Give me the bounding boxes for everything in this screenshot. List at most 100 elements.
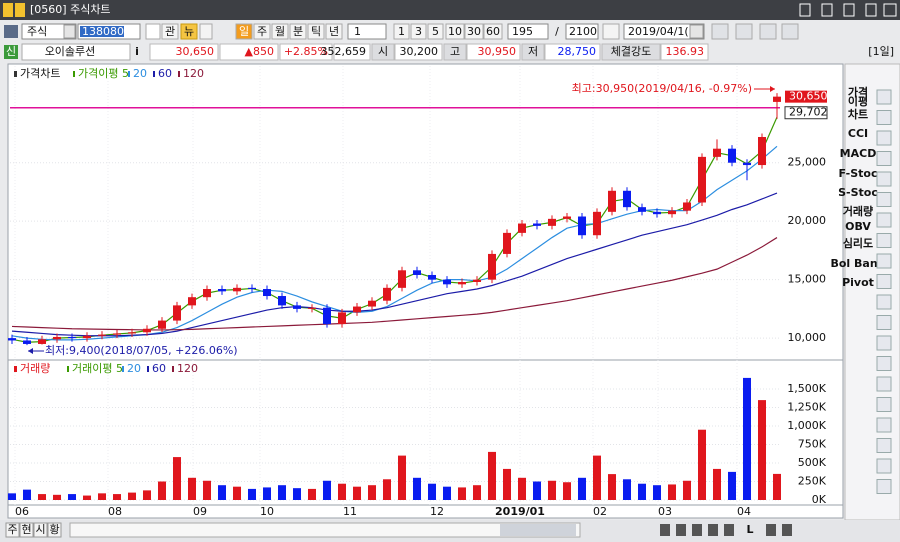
- window-button[interactable]: [799, 3, 811, 17]
- interval-label: 5: [432, 25, 439, 38]
- legend-marker: [172, 366, 174, 372]
- volume-bar: [293, 488, 301, 500]
- window-button[interactable]: [843, 3, 855, 17]
- tool-icon: [781, 23, 799, 40]
- zoom-button[interactable]: [782, 524, 792, 536]
- volume-bar: [488, 451, 496, 500]
- period-button: [307, 23, 325, 40]
- candle-body: [353, 306, 361, 313]
- field-cell: [660, 43, 709, 61]
- field-cell: [544, 43, 601, 61]
- arrow-head: [770, 86, 775, 92]
- interval-button: [483, 23, 503, 40]
- separator: /: [555, 25, 559, 38]
- candle-body: [308, 307, 316, 309]
- field-label: 시: [378, 45, 388, 58]
- low-annotation: 최저:9,400(2018/07/05, +226.06%): [45, 344, 238, 357]
- period-button: [325, 23, 343, 40]
- volume-bar: [563, 482, 571, 500]
- zoom-button[interactable]: [660, 524, 670, 536]
- tab: [33, 522, 48, 538]
- indicator-button: 가격: [848, 85, 868, 99]
- zoom-button[interactable]: [692, 524, 702, 536]
- scroll-thumb[interactable]: [500, 524, 576, 536]
- volume-bar: [113, 494, 121, 500]
- zoom-button[interactable]: [676, 524, 686, 536]
- button-label: 관: [165, 25, 175, 38]
- legend-title: 거래량: [20, 362, 50, 375]
- volume-bar: [23, 489, 31, 500]
- total-input: 2100: [569, 25, 597, 38]
- field-value: 136.93: [666, 45, 705, 58]
- window-button[interactable]: [865, 3, 877, 17]
- period-label: 주: [257, 25, 267, 38]
- volume-bar: [53, 494, 61, 500]
- candle-body: [503, 232, 511, 254]
- volume-bar: [503, 468, 511, 500]
- candle-body: [533, 223, 541, 226]
- period-tag: [1일]: [868, 44, 894, 58]
- candle-body: [518, 223, 526, 233]
- draw-tool: [876, 192, 892, 207]
- window-button[interactable]: [821, 3, 833, 17]
- volume-bar: [383, 479, 391, 500]
- scrollbar[interactable]: [69, 522, 581, 538]
- volume-bar: [758, 400, 766, 500]
- volume-bar: [698, 429, 706, 500]
- button-label: 뉴: [184, 25, 194, 38]
- draw-tool: [876, 356, 892, 371]
- legend-entry: 120: [183, 67, 204, 80]
- interval-button: [445, 23, 465, 40]
- volume-bar: [323, 480, 331, 500]
- candle-body: [698, 156, 706, 203]
- zoom-button[interactable]: [766, 524, 776, 536]
- period-label: 틱: [311, 25, 321, 38]
- draw-tool: [876, 376, 892, 392]
- candle-body: [233, 287, 241, 292]
- icon: [3, 3, 13, 17]
- draw-tool: [876, 233, 892, 248]
- selection: [80, 26, 124, 37]
- volume-bar: [38, 494, 46, 500]
- candle-body: [398, 270, 406, 288]
- menu-icon[interactable]: [4, 25, 18, 38]
- window-title: [0560] 주식차트: [30, 3, 111, 16]
- candle-body: [728, 148, 736, 163]
- volume-bar: [263, 487, 271, 500]
- draw-tool: [876, 438, 892, 453]
- market-select: 주식: [27, 25, 47, 38]
- volume-bar: [173, 457, 181, 500]
- draw-tool: [876, 130, 892, 146]
- draw-tool: [876, 253, 892, 269]
- badge: [4, 45, 18, 59]
- field-label-cell: [443, 43, 467, 61]
- x-tick-label: 02: [593, 505, 607, 518]
- candle-body: [158, 320, 166, 329]
- field-label-cell: [521, 43, 545, 61]
- draw-tool: [876, 417, 892, 433]
- field-cell: [333, 43, 371, 61]
- legend-entry: 거래이평 5: [72, 362, 123, 375]
- candle-body: [338, 312, 346, 325]
- legend-marker: [73, 71, 75, 77]
- volume-bar: [413, 477, 421, 500]
- button: [180, 23, 198, 40]
- date-input: 2019/04/1(: [628, 25, 689, 38]
- x-tick-label: 10: [260, 505, 274, 518]
- y-tick-label: 250K: [798, 475, 827, 488]
- zoom-button[interactable]: [708, 524, 718, 536]
- y-tick-label: 10,000: [788, 331, 827, 344]
- candle-body: [293, 305, 301, 309]
- candle-body: [368, 300, 376, 307]
- candle-body: [383, 287, 391, 301]
- volume-bar: [608, 474, 616, 500]
- volume-bar: [623, 479, 631, 500]
- candle-body: [188, 297, 196, 306]
- draw-tool: [876, 294, 892, 310]
- tab-label: 주: [7, 523, 17, 536]
- zoom-button[interactable]: [724, 524, 734, 536]
- draw-tool: [876, 458, 892, 474]
- close-button[interactable]: [883, 3, 897, 17]
- indicator-button: F-Stoc: [839, 167, 878, 180]
